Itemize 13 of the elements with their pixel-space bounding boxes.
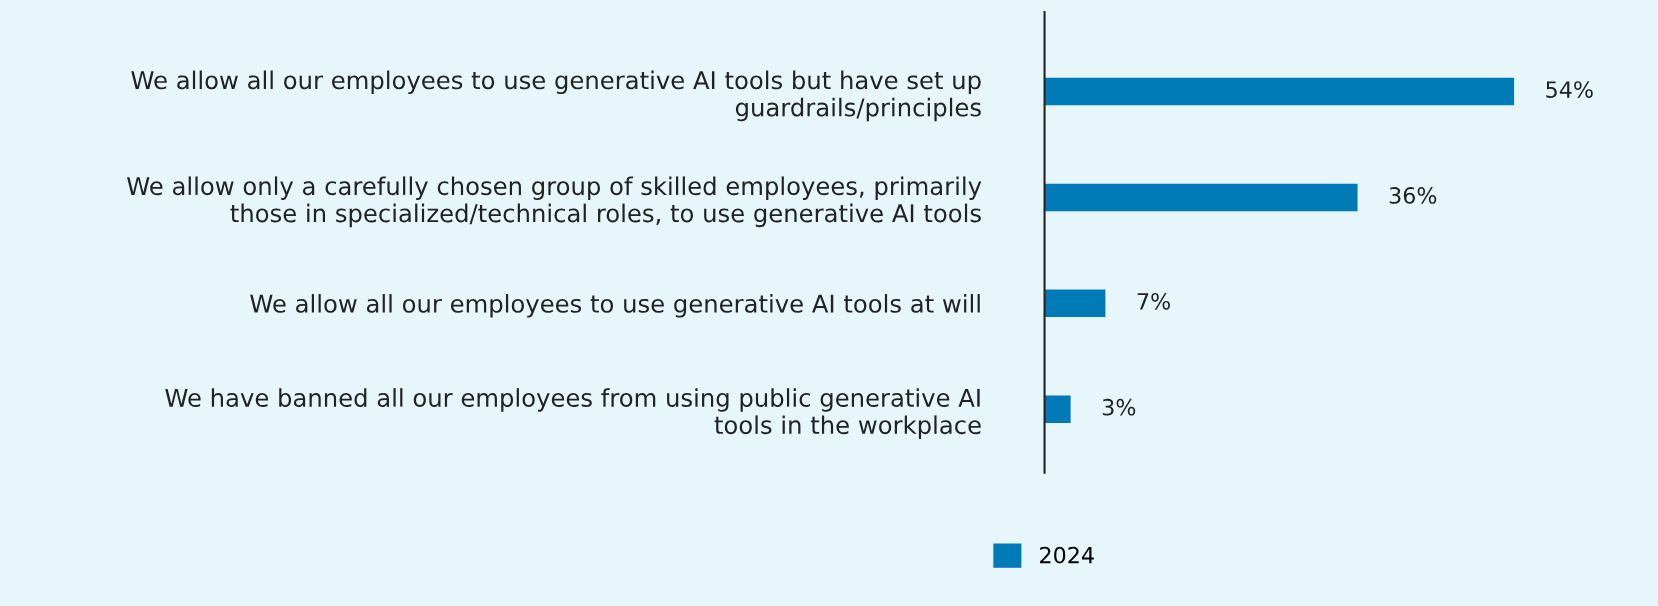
y-tick-label: We allow only a carefully chosen group of skilled employees, primarily those in specialized/technical roles, to use generative AI tools xyxy=(127,176,982,228)
bar xyxy=(1044,395,1071,423)
data-label: 54% xyxy=(1546,81,1593,98)
legend-label: 2024 xyxy=(1040,546,1094,564)
data-label: 3% xyxy=(1102,398,1136,416)
y-tick-label: We allow all our employees to use generative AI tools but have set up guardrails/principles xyxy=(131,70,981,122)
y-tick-label: We have banned all our employees from using public generative AI tools in the workplace xyxy=(165,388,981,439)
bar xyxy=(1044,183,1358,212)
data-label: 36% xyxy=(1389,187,1437,204)
data-label: 7% xyxy=(1137,292,1170,310)
bar xyxy=(1044,289,1106,318)
y-tick-label: We allow all our employees to use generative AI tools at will xyxy=(250,294,980,318)
bar xyxy=(1044,77,1515,106)
